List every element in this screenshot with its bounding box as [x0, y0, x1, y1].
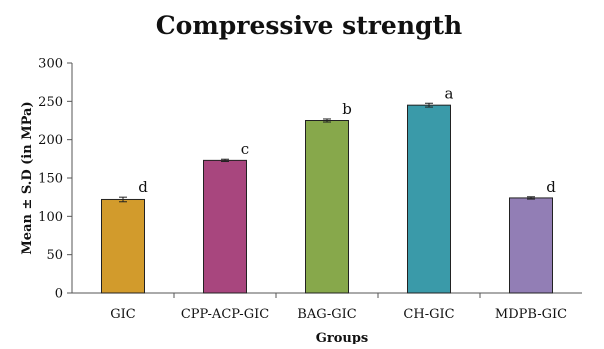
significance-label: d — [138, 178, 148, 196]
chart-title: Compressive strength — [156, 11, 462, 40]
x-tick-label: BAG-GIC — [297, 307, 356, 322]
bar — [407, 104, 451, 294]
bar — [101, 198, 145, 294]
y-tick-label: 250 — [38, 95, 63, 110]
y-axis-label: Mean ± S.D (in MPa) — [20, 101, 35, 254]
y-tick-label: 0 — [55, 287, 63, 302]
x-tick-label: MDPB-GIC — [495, 307, 567, 322]
y-tick-label: 150 — [38, 172, 63, 187]
significance-label: d — [546, 178, 556, 196]
y-tick-label: 300 — [38, 57, 63, 72]
plot-area: 0 50 100 150 200 250 300 d GIC c CPP-ACP-GIC b BAG-G… — [38, 57, 582, 322]
significance-label: b — [342, 100, 352, 118]
significance-label: c — [241, 140, 249, 158]
bar — [305, 120, 349, 294]
x-tick-label: GIC — [110, 307, 136, 322]
y-tick-label: 200 — [38, 133, 63, 148]
x-tick-label: CPP-ACP-GIC — [181, 307, 269, 322]
x-axis-label: Groups — [316, 331, 368, 344]
x-tick-label: CH-GIC — [403, 307, 454, 322]
y-tick-label: 50 — [46, 248, 63, 263]
significance-label: a — [445, 84, 454, 102]
bar — [509, 197, 553, 294]
y-tick-label: 100 — [38, 210, 63, 225]
bar — [203, 159, 247, 294]
